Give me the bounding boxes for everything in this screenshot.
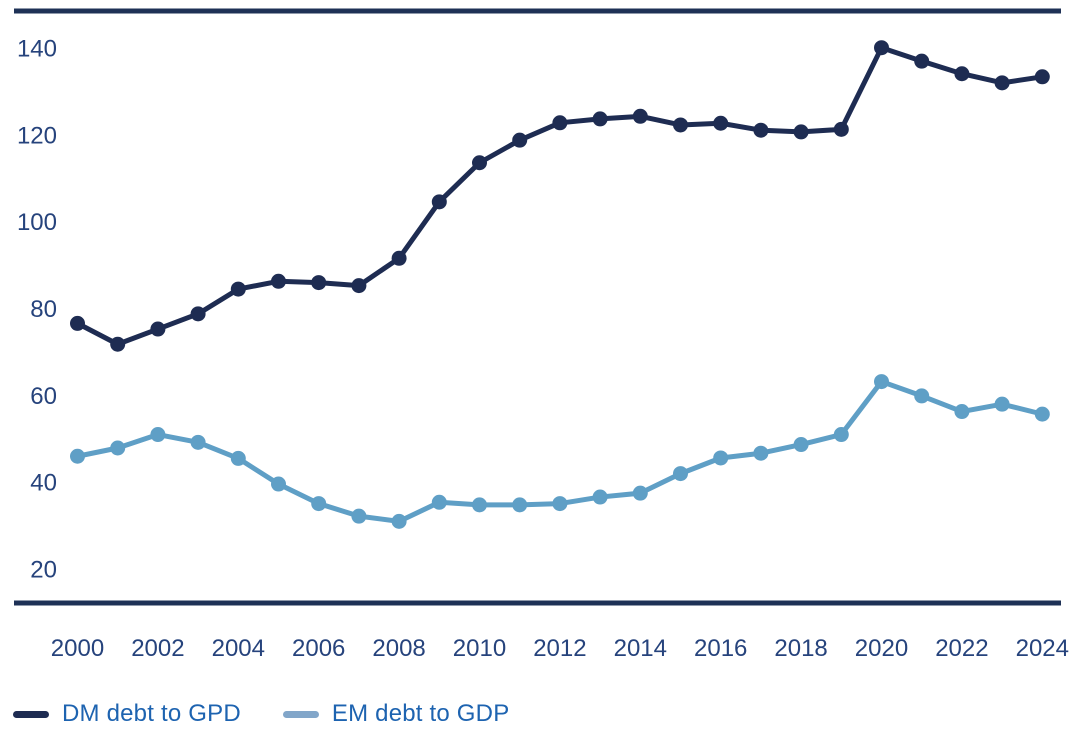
em-data-point bbox=[552, 496, 568, 512]
dm-data-point bbox=[190, 306, 206, 322]
em-series-swatch-icon bbox=[282, 710, 319, 718]
y-axis-tick-label: 120 bbox=[17, 122, 57, 149]
dm-data-point bbox=[351, 278, 367, 294]
dm-data-point bbox=[914, 53, 930, 69]
dm-data-point bbox=[472, 155, 487, 171]
x-axis-tick-label: 2012 bbox=[533, 635, 586, 662]
y-axis-tick-label: 80 bbox=[30, 296, 57, 323]
dm-data-point bbox=[431, 194, 447, 210]
dm-data-point bbox=[833, 121, 849, 137]
dm-data-point bbox=[874, 40, 889, 56]
x-axis-tick-label: 2016 bbox=[694, 635, 747, 662]
dm-data-point bbox=[311, 275, 327, 291]
x-axis-tick-label: 2022 bbox=[935, 635, 988, 662]
dm-data-point bbox=[70, 315, 85, 331]
dm-data-point bbox=[110, 336, 126, 352]
em-data-point bbox=[150, 427, 166, 443]
dm-data-point bbox=[271, 273, 286, 289]
legend-item-em: EM debt to GDP bbox=[282, 700, 510, 728]
em-data-point bbox=[793, 437, 809, 453]
x-axis-tick-label: 2014 bbox=[614, 635, 667, 662]
dm-data-point bbox=[954, 66, 970, 82]
em-data-point bbox=[70, 448, 85, 464]
dm-series-swatch-icon bbox=[13, 710, 49, 718]
dm-data-point bbox=[512, 132, 528, 148]
x-axis-tick-label: 2024 bbox=[1016, 635, 1069, 662]
em-data-point bbox=[874, 374, 889, 390]
em-data-point bbox=[472, 497, 487, 513]
dm-data-point bbox=[673, 117, 688, 133]
dm-data-point bbox=[793, 124, 809, 140]
y-axis-tick-label: 60 bbox=[30, 383, 57, 410]
x-axis-tick-label: 2018 bbox=[774, 635, 827, 662]
dm-data-point bbox=[230, 281, 246, 297]
em-data-point bbox=[190, 434, 206, 450]
em-data-point bbox=[914, 388, 930, 404]
x-axis-tick-label: 2004 bbox=[212, 635, 265, 662]
em-data-point bbox=[673, 466, 688, 482]
em-data-point bbox=[351, 508, 367, 524]
x-axis-tick-label: 2000 bbox=[51, 635, 104, 662]
dm-data-point bbox=[592, 111, 608, 127]
y-axis-tick-label: 140 bbox=[17, 36, 57, 63]
x-axis-tick-label: 2020 bbox=[855, 635, 908, 662]
dm-data-point bbox=[391, 250, 407, 266]
em-data-point bbox=[311, 496, 327, 512]
dm-data-point bbox=[753, 122, 769, 138]
chart-legend: DM debt to GPD EM debt to GDP bbox=[13, 700, 509, 728]
y-axis-tick-label: 100 bbox=[17, 209, 57, 236]
x-axis-tick-label: 2002 bbox=[131, 635, 184, 662]
x-axis-tick-label: 2010 bbox=[453, 635, 506, 662]
em-data-point bbox=[753, 445, 769, 461]
em-data-point bbox=[230, 450, 246, 466]
em-data-point bbox=[1034, 406, 1050, 422]
y-axis-tick-label: 40 bbox=[30, 470, 57, 497]
dm-series-line bbox=[75, 45, 1045, 347]
dm-data-point bbox=[1034, 69, 1050, 85]
x-axis-tick-label: 2006 bbox=[292, 635, 345, 662]
x-axis-tick-label: 2008 bbox=[372, 635, 425, 662]
legend-label-em: EM debt to GDP bbox=[331, 700, 510, 727]
legend-item-dm: DM debt to GPD bbox=[13, 700, 241, 728]
em-data-point bbox=[592, 489, 608, 505]
em-data-point bbox=[391, 513, 407, 529]
legend-label-dm: DM debt to GPD bbox=[62, 700, 241, 727]
em-data-point bbox=[512, 497, 528, 513]
em-data-point bbox=[632, 485, 648, 501]
dm-data-point bbox=[713, 115, 729, 131]
dm-data-point bbox=[994, 75, 1010, 91]
em-data-point bbox=[994, 396, 1010, 412]
em-data-point bbox=[833, 427, 849, 443]
em-data-point bbox=[110, 440, 126, 456]
em-data-point bbox=[431, 494, 447, 510]
dm-data-point bbox=[552, 115, 568, 131]
em-data-point bbox=[713, 450, 729, 466]
em-data-point bbox=[954, 404, 970, 420]
dm-data-point bbox=[150, 321, 166, 337]
y-axis-tick-label: 20 bbox=[30, 557, 57, 584]
em-data-point bbox=[271, 476, 286, 492]
dm-data-point bbox=[632, 108, 648, 124]
